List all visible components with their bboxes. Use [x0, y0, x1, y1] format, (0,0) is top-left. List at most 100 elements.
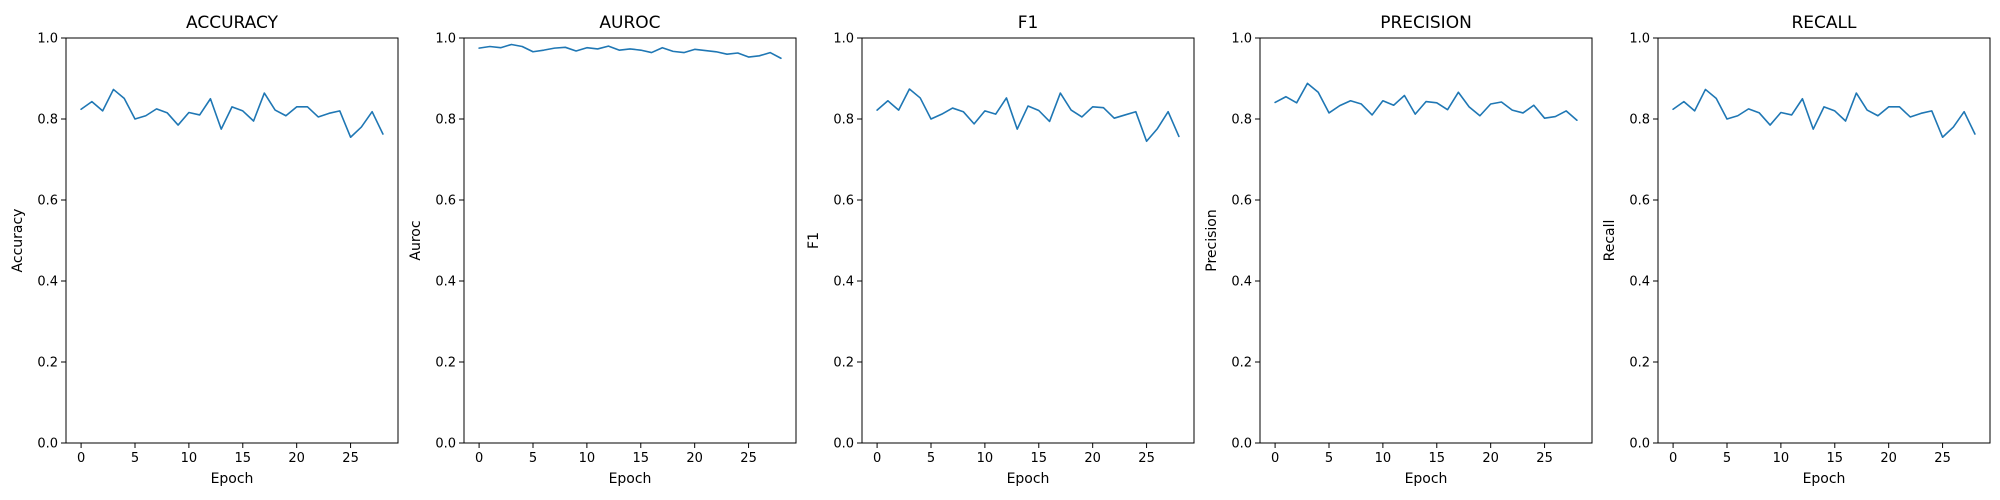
- auroc-point: [737, 52, 739, 54]
- accuracy-point: [166, 112, 168, 114]
- accuracy-point: [101, 110, 103, 112]
- auroc-ylabel: Auroc: [408, 220, 424, 260]
- f1-ytick-label: 0.6: [833, 194, 854, 209]
- f1-ytick-label: 1.0: [833, 32, 854, 47]
- accuracy-point: [349, 136, 351, 138]
- accuracy-point: [252, 120, 254, 122]
- f1-title: F1: [1018, 13, 1039, 33]
- f1-series-line: [876, 88, 1180, 143]
- auroc-point: [489, 45, 491, 47]
- recall-point: [1844, 120, 1846, 122]
- auroc-ytick-label: 1.0: [435, 32, 456, 47]
- accuracy-point: [295, 106, 297, 108]
- recall-point: [1683, 100, 1685, 102]
- recall-title: RECALL: [1792, 13, 1858, 33]
- recall-point: [1909, 116, 1911, 118]
- f1-xtick-label: 10: [977, 451, 994, 466]
- recall-point: [1898, 106, 1900, 108]
- auroc-point: [510, 43, 512, 45]
- auroc-point: [575, 50, 577, 52]
- f1-point: [1048, 120, 1050, 122]
- recall-point: [1877, 115, 1879, 117]
- recall-xlabel: Epoch: [1803, 471, 1846, 487]
- auroc-xtick-label: 20: [686, 451, 703, 466]
- f1-point: [1102, 106, 1104, 108]
- precision-xtick-label: 5: [1325, 451, 1333, 466]
- accuracy-point: [220, 128, 222, 130]
- recall-point: [1823, 106, 1825, 108]
- precision-point: [1533, 104, 1535, 106]
- accuracy-ytick-label: 1.0: [37, 32, 58, 47]
- precision-point: [1306, 82, 1308, 84]
- f1-point: [1081, 116, 1083, 118]
- precision-ytick-label: 0.0: [1231, 437, 1252, 452]
- precision-point: [1403, 94, 1405, 96]
- recall-point: [1974, 133, 1976, 135]
- recall-xtick-label: 20: [1880, 451, 1897, 466]
- auroc-xtick-label: 10: [579, 451, 596, 466]
- accuracy-ytick-label: 0.2: [37, 356, 58, 371]
- precision-point: [1382, 100, 1384, 102]
- auroc-point: [704, 49, 706, 51]
- auroc-point: [693, 48, 695, 50]
- accuracy-ytick-label: 0.6: [37, 194, 58, 209]
- recall-point: [1790, 114, 1792, 116]
- f1-point: [1038, 109, 1040, 111]
- accuracy-point: [80, 108, 82, 110]
- accuracy-point: [371, 111, 373, 113]
- precision-point: [1274, 101, 1276, 103]
- auroc-point: [553, 47, 555, 49]
- auroc-xtick-label: 25: [740, 451, 757, 466]
- accuracy-ylabel: Accuracy: [10, 209, 26, 273]
- precision-xtick-label: 0: [1271, 451, 1279, 466]
- auroc-point: [661, 47, 663, 49]
- precision-point: [1489, 103, 1491, 105]
- auroc-series-line: [478, 43, 782, 60]
- accuracy-point: [198, 114, 200, 116]
- precision-point: [1500, 101, 1502, 103]
- precision-point: [1554, 115, 1556, 117]
- auroc-ytick-label: 0.4: [435, 275, 456, 290]
- recall-panel: RECALL 0.0 0.2 0.4 0.6 0.8 1.0 0 5 10 15 20 25 Epoch R…: [1602, 13, 1991, 487]
- f1-point: [1156, 128, 1158, 130]
- recall-point: [1672, 108, 1674, 110]
- precision-point: [1425, 100, 1427, 102]
- accuracy-point: [274, 109, 276, 111]
- accuracy-ytick-label: 0.4: [37, 275, 58, 290]
- f1-point: [984, 110, 986, 112]
- f1-ytick-label: 0.0: [833, 437, 854, 452]
- precision-axes-frame: [1259, 37, 1593, 444]
- accuracy-xtick-label: 20: [288, 451, 305, 466]
- recall-point: [1931, 110, 1933, 112]
- precision-panel: PRECISION 0.0 0.2 0.4 0.6 0.8 1.0 0 5 10 15 20 25 Epo…: [1204, 13, 1593, 487]
- f1-xlabel: Epoch: [1007, 471, 1050, 487]
- recall-axes-frame: [1657, 37, 1991, 444]
- accuracy-title: ACCURACY: [186, 13, 279, 33]
- auroc-point: [586, 47, 588, 49]
- precision-title: PRECISION: [1380, 13, 1472, 33]
- recall-xtick-label: 15: [1827, 451, 1844, 466]
- accuracy-xtick-label: 5: [131, 451, 139, 466]
- precision-point: [1446, 108, 1448, 110]
- precision-series-line: [1274, 82, 1578, 122]
- recall-point: [1834, 110, 1836, 112]
- accuracy-point: [328, 112, 330, 114]
- accuracy-point: [360, 126, 362, 128]
- auroc-ytick-label: 0.8: [435, 113, 456, 128]
- precision-point: [1565, 110, 1567, 112]
- recall-point: [1726, 118, 1728, 120]
- accuracy-point: [382, 133, 384, 135]
- f1-point: [1059, 92, 1061, 94]
- precision-point: [1543, 117, 1545, 119]
- auroc-point: [629, 48, 631, 50]
- recall-point: [1855, 92, 1857, 94]
- precision-point: [1360, 103, 1362, 105]
- precision-point: [1457, 91, 1459, 93]
- auroc-point: [683, 51, 685, 53]
- accuracy-point: [317, 116, 319, 118]
- f1-point: [1124, 114, 1126, 116]
- recall-point: [1812, 128, 1814, 130]
- recall-point: [1887, 106, 1889, 108]
- f1-point: [1016, 128, 1018, 130]
- accuracy-xtick-label: 10: [181, 451, 198, 466]
